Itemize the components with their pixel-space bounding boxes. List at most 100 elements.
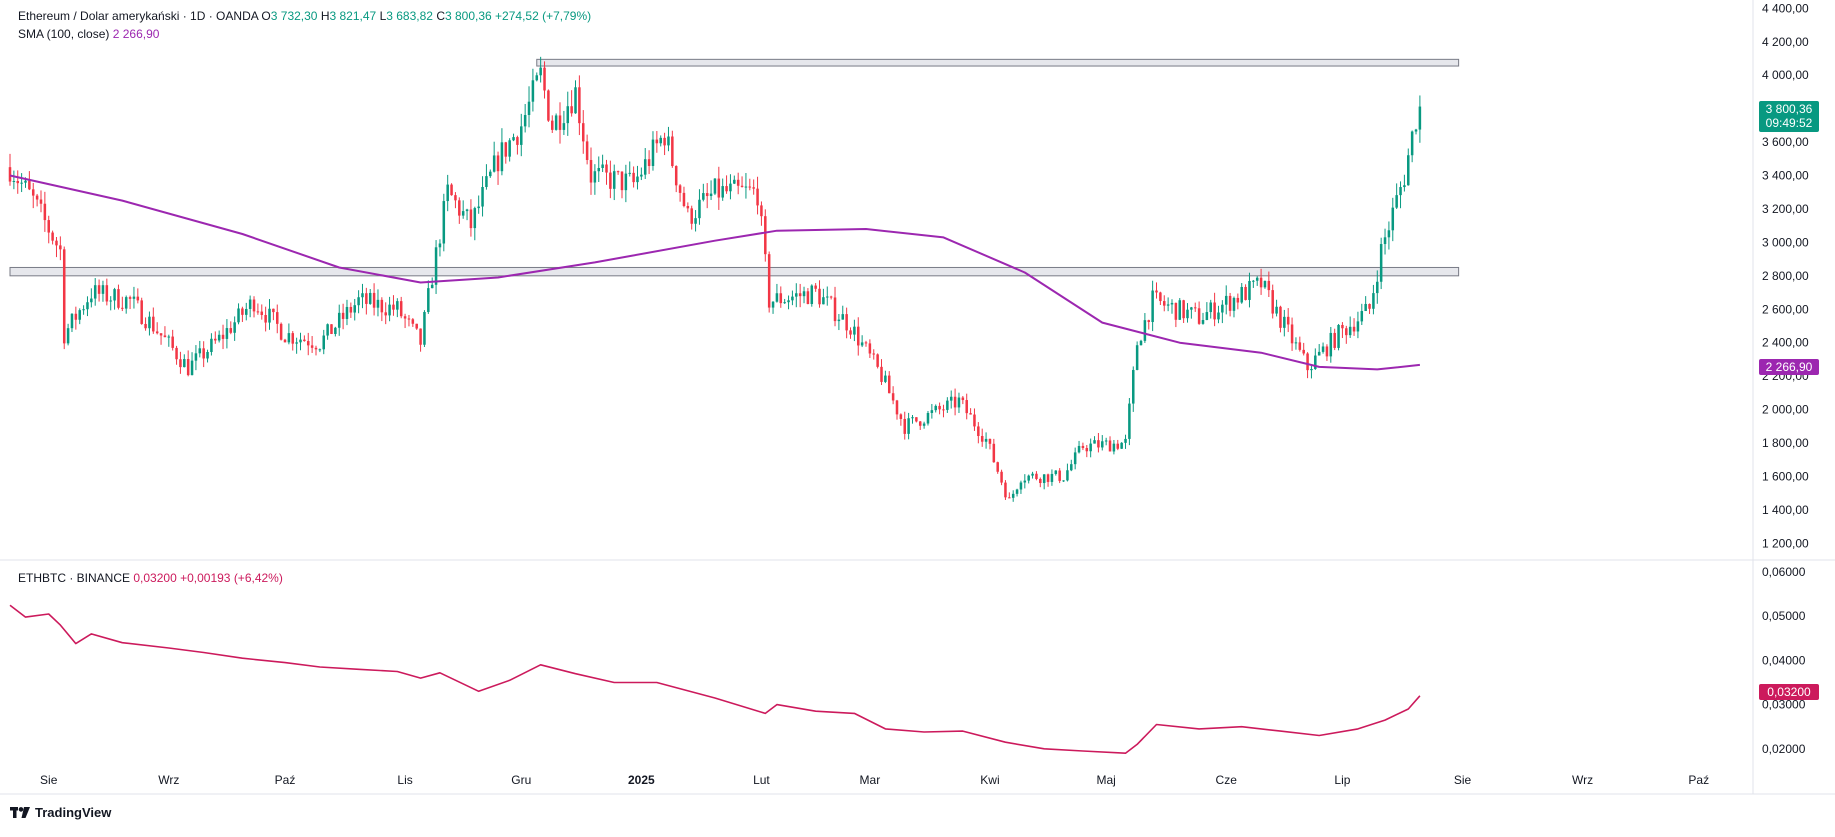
- candle-body: [791, 296, 794, 301]
- price-tick-label: 3 000,00: [1762, 235, 1809, 249]
- axis-layer: 4 400,004 200,004 000,003 800,003 600,00…: [40, 1, 1809, 787]
- candle-body: [35, 195, 39, 200]
- price-tick-label: 2 400,00: [1762, 336, 1809, 350]
- candle-body: [1271, 290, 1274, 314]
- candle-body: [469, 209, 473, 229]
- price-tick-label: 4 000,00: [1762, 68, 1809, 82]
- candle-body: [256, 311, 260, 313]
- time-tick-label: Sie: [1454, 773, 1472, 787]
- change-value: +274,52 (+7,79%): [495, 9, 592, 23]
- candle-body: [430, 284, 434, 289]
- candle-body: [562, 123, 566, 130]
- candle-body: [55, 240, 58, 246]
- candle-body: [1093, 440, 1096, 444]
- candle-body: [221, 334, 225, 339]
- candle-body: [926, 412, 930, 424]
- candle-body: [551, 120, 554, 130]
- candle-body: [822, 297, 825, 305]
- candle-body: [1403, 185, 1406, 188]
- candle-body: [973, 414, 976, 427]
- candle-body: [1209, 302, 1212, 313]
- candle-body: [407, 318, 411, 320]
- candle-body: [1101, 441, 1104, 448]
- price-tick-label: 1 600,00: [1762, 469, 1809, 483]
- candle-body: [186, 359, 190, 376]
- candle-body: [1182, 300, 1185, 319]
- candles-layer: [8, 56, 1422, 502]
- price-tick-label: 2 600,00: [1762, 302, 1809, 316]
- sma-legend-label[interactable]: SMA (100, close): [18, 27, 110, 41]
- candle-body: [543, 67, 546, 91]
- candle-body: [1286, 316, 1290, 325]
- candle-body: [961, 397, 965, 401]
- candle-body: [47, 220, 50, 233]
- candle-body: [593, 171, 597, 183]
- candle-body: [1186, 309, 1189, 319]
- candle-body: [260, 311, 264, 315]
- candle-body: [620, 171, 624, 191]
- candle-body: [264, 314, 267, 323]
- zone-layer: [9, 58, 1460, 277]
- candle-body: [1073, 452, 1077, 465]
- candle-body: [357, 297, 360, 306]
- candle-body: [225, 328, 229, 339]
- candle-body: [624, 173, 628, 191]
- candle-body: [810, 285, 814, 304]
- candle-body: [1224, 295, 1228, 305]
- candle-body: [1345, 328, 1348, 336]
- candle-body: [1139, 340, 1143, 346]
- candle-body: [465, 209, 469, 212]
- tradingview-logo[interactable]: TradingView: [10, 805, 111, 820]
- candle-body: [1368, 303, 1371, 309]
- candle-body: [601, 164, 604, 168]
- candle-body: [159, 333, 163, 336]
- candle-body: [489, 171, 492, 177]
- candle-body: [837, 319, 841, 322]
- candle-body: [442, 201, 446, 244]
- candle-body: [957, 397, 961, 408]
- candle-body: [1035, 473, 1038, 479]
- candle-body: [663, 137, 666, 146]
- candle-body: [1205, 312, 1209, 320]
- candle-body: [105, 285, 109, 302]
- candle-body: [1008, 497, 1011, 499]
- candle-body: [322, 335, 325, 350]
- candle-body: [237, 308, 240, 323]
- candle-body: [132, 296, 136, 299]
- candle-body: [531, 80, 535, 102]
- candle-body: [698, 199, 701, 219]
- candle-body: [1341, 324, 1344, 329]
- candle-body: [1166, 304, 1170, 306]
- time-tick-label: Kwi: [980, 773, 999, 787]
- high-label: H: [320, 9, 330, 23]
- candle-body: [248, 299, 252, 309]
- candle-body: [252, 299, 256, 312]
- candle-body: [1302, 349, 1305, 354]
- candle-body: [376, 299, 380, 308]
- candle-body: [279, 323, 283, 340]
- candle-body: [694, 218, 697, 224]
- candle-body: [16, 181, 20, 184]
- candle-body: [427, 288, 430, 312]
- candle-body: [1162, 301, 1166, 306]
- candle-body: [62, 249, 66, 344]
- ratio-tick-label: 0,03000: [1762, 698, 1806, 712]
- main-legend-symbol[interactable]: Ethereum / Dolar amerykański · 1D · OAND…: [18, 9, 259, 23]
- ratio-legend-symbol[interactable]: ETHBTC · BINANCE: [18, 571, 131, 585]
- candle-body: [28, 180, 31, 190]
- candle-body: [558, 115, 562, 130]
- candle-body: [934, 405, 937, 411]
- candle-body: [1294, 342, 1298, 344]
- time-tick-label: Lip: [1334, 773, 1350, 787]
- candle-body: [783, 302, 786, 304]
- low-value: 3 683,82: [386, 9, 433, 23]
- candle-body: [922, 423, 926, 426]
- candle-body: [175, 347, 178, 360]
- ratio-legend-value: 0,03200: [133, 571, 177, 585]
- candle-body: [845, 314, 848, 331]
- candle-body: [128, 297, 132, 299]
- candle-body: [144, 323, 147, 329]
- candle-body: [643, 159, 647, 175]
